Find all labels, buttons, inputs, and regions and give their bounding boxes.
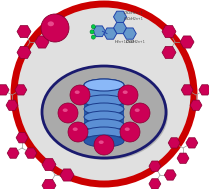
Ellipse shape — [75, 91, 80, 94]
Polygon shape — [120, 117, 124, 125]
Ellipse shape — [84, 79, 124, 91]
Polygon shape — [84, 85, 124, 93]
Ellipse shape — [73, 127, 78, 131]
Circle shape — [94, 135, 114, 155]
Circle shape — [130, 103, 150, 123]
Polygon shape — [88, 109, 93, 117]
Polygon shape — [88, 125, 93, 133]
Polygon shape — [84, 101, 124, 109]
Polygon shape — [120, 133, 124, 141]
Polygon shape — [84, 109, 124, 117]
Polygon shape — [120, 93, 124, 101]
Circle shape — [90, 30, 94, 34]
Circle shape — [14, 4, 194, 184]
Ellipse shape — [63, 108, 68, 112]
Ellipse shape — [99, 140, 104, 144]
Polygon shape — [88, 117, 93, 125]
Ellipse shape — [84, 79, 124, 91]
Ellipse shape — [42, 66, 166, 158]
Ellipse shape — [135, 108, 140, 112]
Polygon shape — [84, 117, 88, 125]
Ellipse shape — [84, 135, 124, 147]
Ellipse shape — [123, 91, 128, 94]
Polygon shape — [84, 133, 124, 141]
Circle shape — [120, 122, 140, 142]
Text: $OC_nH_{2n+1}$: $OC_nH_{2n+1}$ — [123, 10, 144, 18]
Circle shape — [118, 85, 138, 105]
Polygon shape — [88, 133, 93, 141]
Polygon shape — [84, 117, 124, 125]
Polygon shape — [84, 133, 88, 141]
Text: $H_{2n+1}C_nO$: $H_{2n+1}C_nO$ — [113, 39, 134, 46]
Ellipse shape — [125, 127, 130, 131]
Ellipse shape — [84, 111, 124, 123]
Polygon shape — [120, 101, 124, 109]
Polygon shape — [120, 125, 124, 133]
Polygon shape — [120, 109, 124, 117]
Ellipse shape — [84, 119, 124, 131]
Circle shape — [41, 14, 69, 42]
Polygon shape — [84, 101, 88, 109]
Text: $OC_nH_{2n+1}$: $OC_nH_{2n+1}$ — [125, 39, 146, 46]
Circle shape — [91, 25, 96, 29]
Ellipse shape — [44, 68, 168, 160]
Circle shape — [70, 85, 90, 105]
Circle shape — [58, 103, 78, 123]
Ellipse shape — [84, 127, 124, 139]
Ellipse shape — [84, 95, 124, 107]
Polygon shape — [84, 93, 124, 101]
Polygon shape — [88, 101, 93, 109]
Polygon shape — [88, 85, 93, 93]
Ellipse shape — [48, 21, 54, 26]
Circle shape — [68, 122, 88, 142]
Polygon shape — [84, 85, 88, 93]
Ellipse shape — [84, 87, 124, 99]
Polygon shape — [84, 125, 124, 133]
Ellipse shape — [84, 103, 124, 115]
Polygon shape — [120, 85, 124, 93]
Circle shape — [91, 35, 96, 39]
Polygon shape — [84, 93, 88, 101]
Text: $OC_nH_{2n+1}$: $OC_nH_{2n+1}$ — [123, 16, 144, 23]
Polygon shape — [88, 93, 93, 101]
Polygon shape — [84, 125, 88, 133]
Polygon shape — [84, 109, 88, 117]
